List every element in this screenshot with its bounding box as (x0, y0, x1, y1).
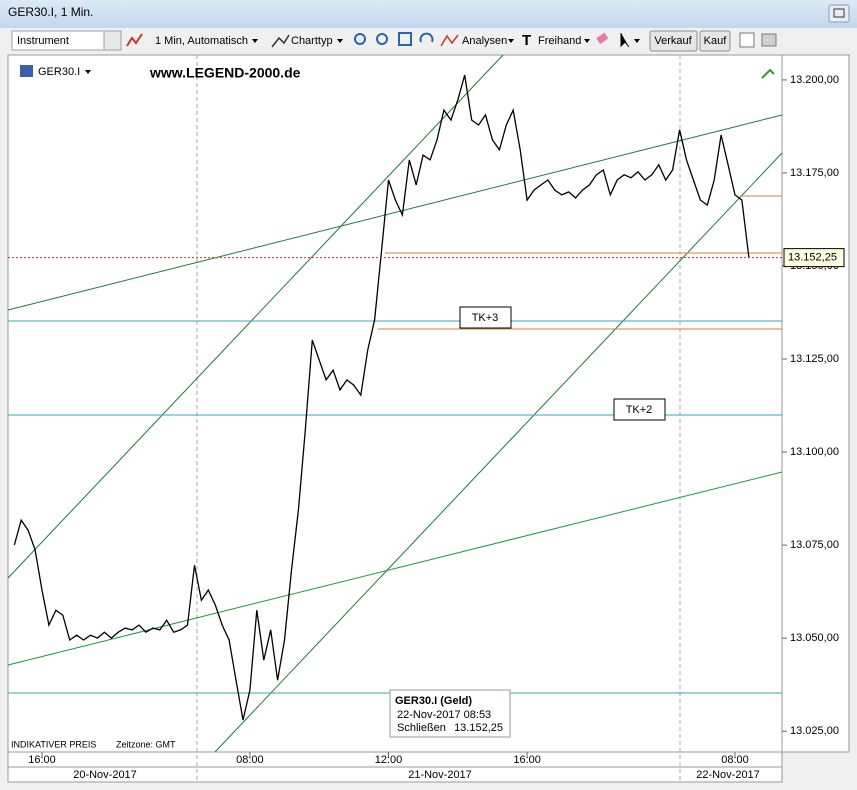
maximize-button[interactable] (828, 4, 850, 23)
tooltip-field: Schließen (397, 722, 446, 734)
price-line (13, 74, 750, 721)
charttype-icon (271, 34, 290, 48)
symbol-icon (20, 65, 33, 77)
zoom-out[interactable] (376, 33, 388, 45)
zoom-in[interactable] (354, 33, 366, 45)
annotation: TK+2 (626, 404, 653, 416)
tooltip-time: 22-Nov-2017 08:53 (397, 709, 491, 721)
title-bar (0, 0, 857, 28)
dropdown-arrow (584, 39, 590, 43)
cursor-button[interactable] (620, 33, 630, 48)
freehand-dropdown[interactable]: Freihand (538, 35, 581, 47)
fit-button[interactable] (398, 32, 412, 46)
text-tool-icon: T (522, 32, 531, 49)
analyses-icon (440, 34, 459, 47)
eraser-button[interactable] (596, 32, 609, 45)
indicator-icon[interactable] (126, 33, 143, 47)
analyses-dropdown[interactable]: Analysen (462, 35, 507, 47)
status-icon (761, 68, 775, 79)
y-tick-label: 13.125,00 (790, 353, 839, 365)
date-label: 22-Nov-2017 (696, 769, 760, 781)
last-price-tag (783, 248, 845, 268)
x-tick-label: 16:00 (513, 754, 541, 766)
tooltip-title: GER30.I (Geld) (395, 695, 472, 707)
date-label: 20-Nov-2017 (73, 769, 137, 781)
trend-line (7, 114, 783, 311)
interval-dropdown[interactable]: 1 Min, Automatisch (155, 35, 248, 47)
instrument-picker[interactable] (103, 30, 122, 51)
trend-line (7, 471, 783, 666)
price-axis (781, 54, 850, 753)
charttype-dropdown[interactable]: Charttyp (291, 35, 333, 47)
x-tick-label: 12:00 (375, 754, 403, 766)
watermark: www.LEGEND-2000.de (149, 65, 301, 81)
date-label: 21-Nov-2017 (408, 769, 472, 781)
y-tick-label: 13.025,00 (790, 725, 839, 737)
x-tick-label: 08:00 (236, 754, 264, 766)
y-tick-label: 13.175,00 (790, 167, 839, 179)
y-tick-label: 13.200,00 (790, 74, 839, 86)
x-tick-label: 16:00 (28, 754, 56, 766)
sell-button[interactable] (649, 30, 698, 52)
symbol-name[interactable]: GER30.I (38, 66, 80, 78)
plot-area (7, 54, 783, 753)
buy-button[interactable] (699, 30, 731, 52)
timezone: Zeitzone: GMT (116, 739, 176, 749)
y-tick-label: 13.050,00 (790, 632, 839, 644)
chart-settings-button[interactable] (739, 32, 755, 48)
dropdown-arrow (337, 39, 343, 43)
instrument-placeholder: Instrument (17, 35, 69, 47)
tooltip (389, 689, 511, 738)
print-button[interactable] (761, 33, 777, 47)
tooltip-value: 13.152,25 (454, 722, 503, 734)
y-tick-label: 13.100,00 (790, 446, 839, 458)
drawings (7, 54, 783, 753)
dropdown-arrow (508, 39, 514, 43)
annotation-box (613, 398, 666, 421)
maximize-icon (833, 8, 845, 18)
buy-label: Kauf (704, 35, 728, 47)
dropdown-arrow (85, 70, 91, 74)
annotation-box (459, 306, 512, 329)
annotation: TK+3 (472, 312, 499, 324)
dropdown-arrow (634, 39, 640, 43)
x-tick-label: 08:00 (721, 754, 749, 766)
price-type: INDIKATIVER PREIS (11, 739, 96, 749)
window-title: GER30.I, 1 Min. (8, 5, 93, 19)
last-price-label: 13.152,25 (788, 252, 837, 264)
trend-line (7, 54, 504, 579)
reset-button[interactable] (419, 32, 434, 43)
sell-label: Verkauf (654, 35, 692, 47)
y-tick-label: 13.075,00 (790, 539, 839, 551)
dropdown-arrow (252, 39, 258, 43)
